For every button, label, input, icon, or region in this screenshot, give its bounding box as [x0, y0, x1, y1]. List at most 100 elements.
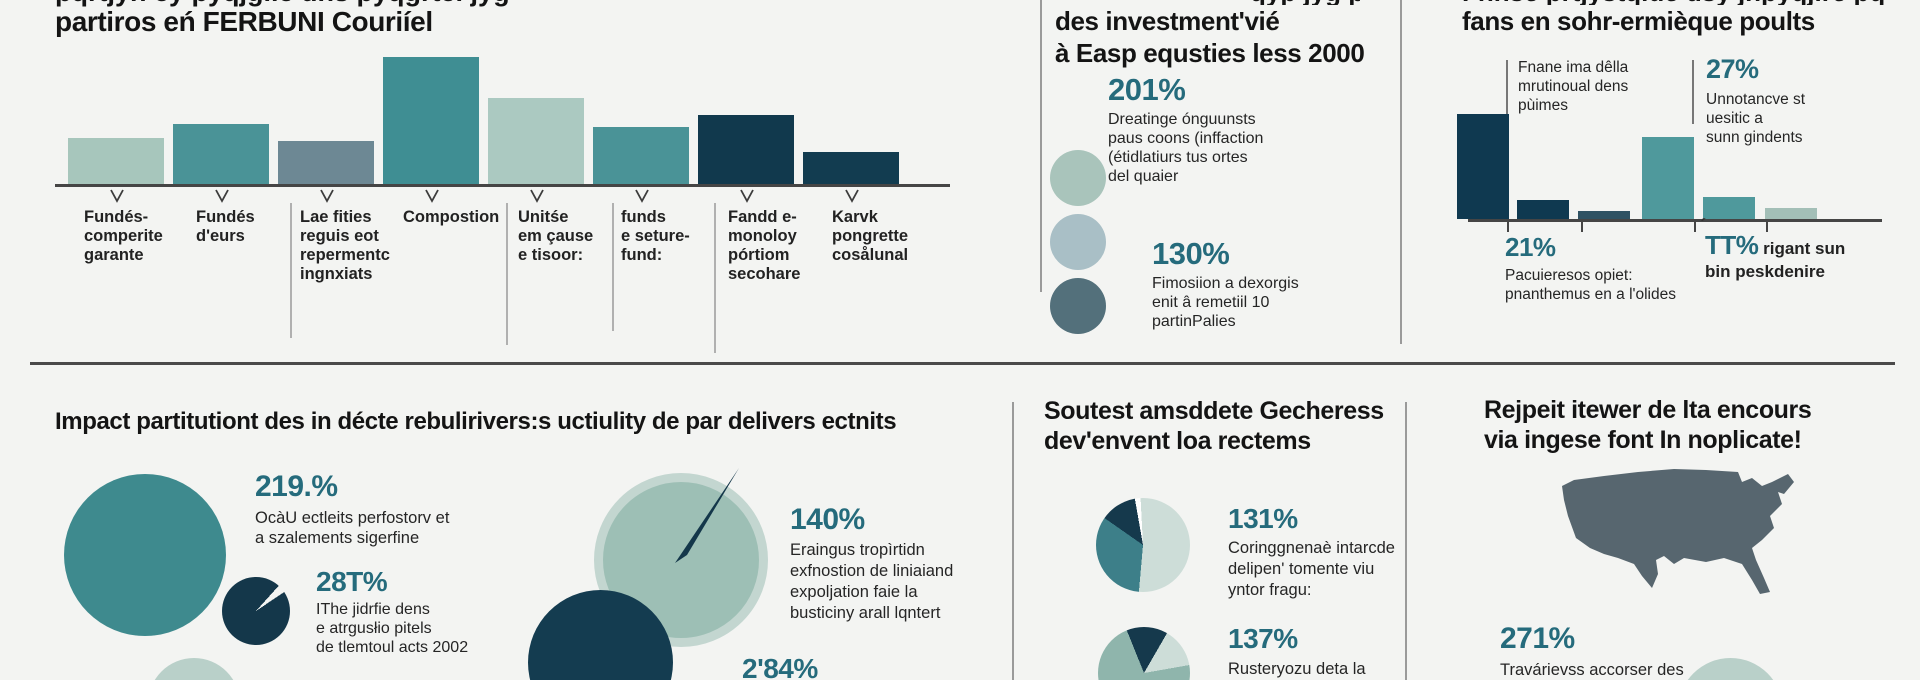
funds-bar [488, 98, 584, 185]
down-arrow-icon [425, 189, 439, 203]
stat-201-desc: Dreatinge ónguunsts paus coons (inffacti… [1108, 111, 1264, 185]
funds-axis-line [55, 184, 950, 187]
funds-bar [803, 152, 899, 185]
right-title-clipped-text: Fnnsê prtjystqiue dsy jnpyqjlre pq [1462, 0, 1902, 5]
main-horizontal-divider [30, 362, 1895, 365]
down-arrow-icon [530, 189, 544, 203]
funds-bar-label: funds e seture- fund: [621, 208, 690, 264]
axis-tick [1694, 221, 1696, 232]
mid-section-title-line1: des investment'vié [1055, 6, 1280, 36]
stat-140-desc: Eraingus tropìrtidn exfnostion de liniai… [790, 541, 954, 622]
stat-140: 140% [790, 503, 865, 536]
drought-pie-131 [1096, 498, 1190, 592]
mid-title-clipped-line: qyp jyg pq [1250, 0, 1360, 5]
section-divider-vertical [1405, 402, 1407, 680]
funds-bar-label: Lae fities reguis eot repermentc ingnxia… [300, 208, 390, 283]
funds-bar-label: Fandd e- monoloy pórtiom secohare [728, 208, 801, 283]
stat-130-desc: Fimosiion a dexorgis enit â remetiil 10 … [1152, 275, 1299, 330]
stat-130: 130% [1152, 236, 1230, 271]
tick-mark: ˊ [1700, 216, 1707, 238]
bullet-circle-slate [1050, 278, 1106, 334]
down-arrow-icon [215, 189, 229, 203]
label-divider [290, 203, 292, 338]
axis-tick [1507, 221, 1509, 232]
gauge-needle [675, 468, 739, 563]
stat-tt-line2: bin peskdenire [1705, 262, 1825, 281]
stat-131: 131% [1228, 503, 1298, 534]
bullet-circle-bluegray [1050, 214, 1106, 270]
stat-284: 2'84% [742, 653, 818, 680]
funds-bar-label: Karvk pongrette cosålunal [832, 208, 909, 264]
drought-section-title: Soutest amsddete Gecheress dev'envent lo… [1044, 397, 1384, 455]
stat-27: 27% [1706, 54, 1759, 84]
funds-bar-label: Compostion [403, 208, 500, 226]
mid-title-clipped-text: qyp jyg pq [1250, 0, 1360, 5]
callout-line [1692, 60, 1694, 124]
down-arrow-icon [845, 189, 859, 203]
axis-tick [1581, 221, 1583, 232]
funds-bar-label: Unitśe em çause e tisoor: [518, 208, 594, 264]
outcome-bar [1517, 200, 1569, 219]
outcome-axis-line [1468, 219, 1882, 222]
stat-21: 21% [1505, 232, 1556, 262]
stat-28t-desc: IThe jidrfie dens e atrgusłio pitels de … [316, 601, 469, 656]
drought-pie-137 [1098, 627, 1190, 680]
down-arrow-icon [110, 189, 124, 203]
down-arrow-icon [740, 189, 754, 203]
stat-271: 271% [1500, 622, 1575, 655]
right-title-clipped-line: Fnnsê prtjystqiue dsy jnpyqjlre pq [1462, 0, 1902, 5]
stat-131-desc: Coringgnenaè intarcde delipen' tomente v… [1228, 539, 1395, 599]
impact-section-title: Impact partitutiont des in décte rebulir… [55, 408, 897, 435]
callout-line [1506, 60, 1508, 116]
label-divider [612, 203, 614, 331]
axis-tick [1766, 221, 1768, 232]
impact-small-pie [222, 577, 290, 645]
outcome-bar [1703, 197, 1755, 219]
funds-bar-label: Fundés d'eurs [196, 208, 255, 245]
label-divider [714, 203, 716, 353]
funds-bar [698, 115, 794, 185]
stat-28t: 28T% [316, 566, 388, 597]
stat-tt: TT% [1705, 230, 1759, 260]
stat-219-desc: OcàU ectleits perfostorv et a szalements… [255, 509, 450, 547]
funds-bar-chart [60, 50, 960, 185]
callout-multinational: Fnane ima dêlla mrutinoual dens pùimes [1518, 59, 1629, 114]
stat-137-desc: Rusteryozu deta la [1228, 660, 1366, 678]
funds-bar [68, 138, 164, 185]
partial-sage-circle [148, 658, 240, 680]
stat-21-desc: Pacuieresos opiet: pnanthemus en a l'oli… [1505, 267, 1676, 303]
usa-map [1562, 469, 1794, 594]
left-title-clipped-text: pqrtjyn ey pyqjgile dns pyqgrtel jyg [55, 0, 615, 7]
mid-section-title-line2: à Easp equsties less 2000 [1055, 38, 1365, 68]
map-section-title: Rejpeit itewer de lta encours via ingese… [1484, 396, 1812, 454]
funds-bar-label: Fundés- comperite garante [84, 208, 163, 264]
stat-201: 201% [1108, 72, 1186, 107]
bullet-circle-sage [1050, 150, 1106, 206]
funds-bar [173, 124, 269, 185]
outcome-bar [1765, 208, 1817, 219]
stat-271-desc: Travárievss accorser des [1500, 661, 1684, 679]
stat-137: 137% [1228, 623, 1298, 654]
stat-219: 219.% [255, 470, 338, 503]
left-section-title: partiros eń FERBUNI Couriíel [55, 6, 433, 37]
section-divider-vertical [1040, 0, 1042, 292]
outcome-bar [1642, 137, 1694, 219]
big-teal-circle [64, 474, 226, 636]
stat-tt-suffix: rigant sun [1758, 239, 1846, 258]
outcome-bar [1578, 211, 1630, 219]
left-title-clipped-line: pqrtjyn ey pyqjgile dns pyqgrtel jyg [55, 0, 615, 7]
outcome-bar [1457, 114, 1509, 219]
outcome-bar-chart [1450, 114, 1880, 219]
partial-sage-circle [1678, 658, 1783, 680]
label-divider [506, 203, 508, 345]
down-arrow-icon [320, 189, 334, 203]
section-divider-vertical [1400, 0, 1402, 344]
section-divider-vertical [1012, 402, 1014, 680]
right-section-title: fans en sohr-ermièque poults [1462, 6, 1815, 36]
stat-27-desc: Unnotancve st uesitic a sunn gindents [1706, 91, 1806, 146]
stat-tt-line: TT% rigant sun [1705, 230, 1845, 261]
down-arrow-icon [635, 189, 649, 203]
funds-bar [278, 141, 374, 185]
funds-bar [593, 127, 689, 185]
